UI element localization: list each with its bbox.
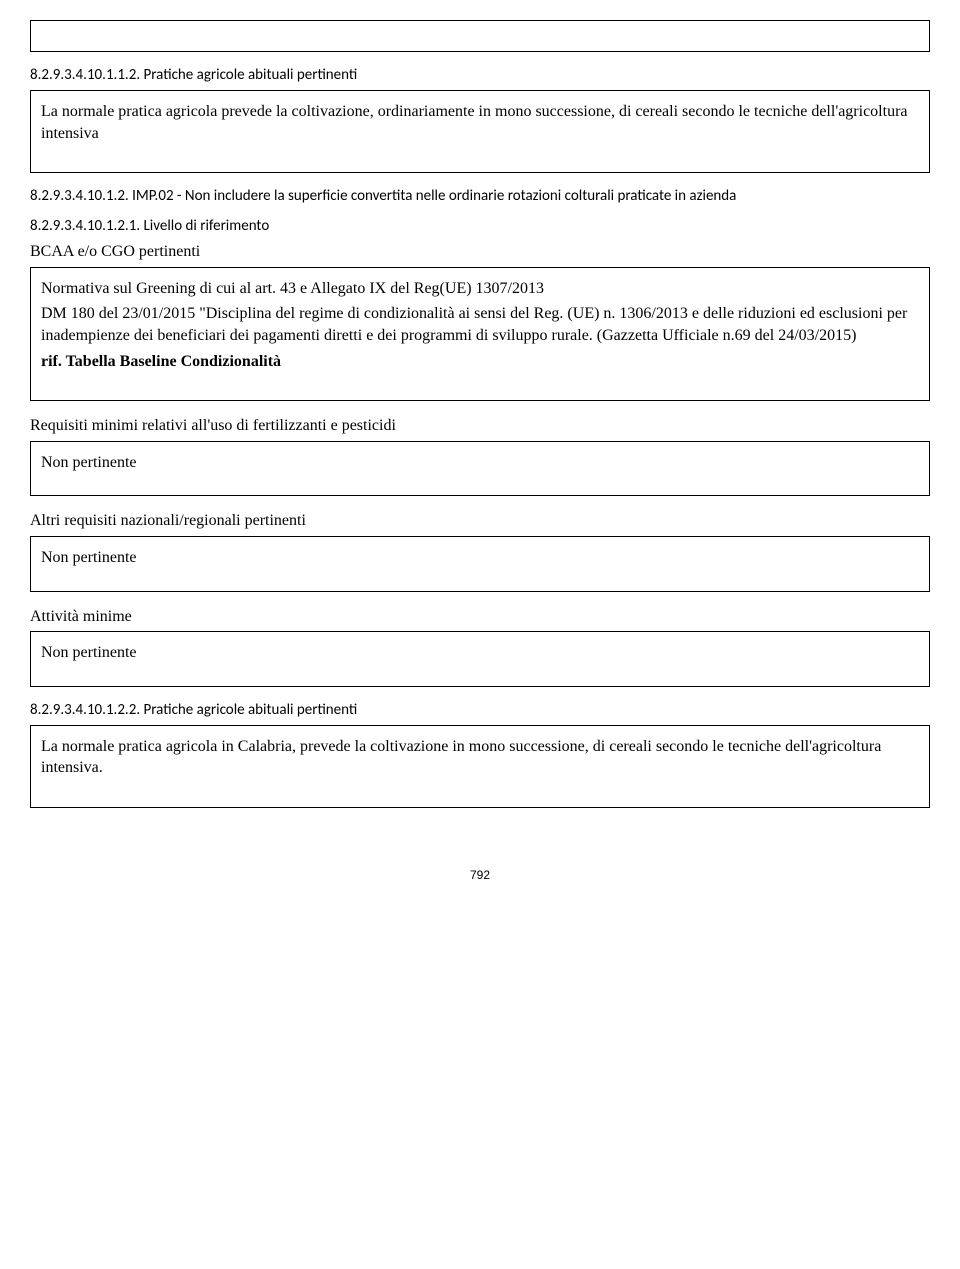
section-5-box: Non pertinente — [30, 631, 930, 687]
section-1-heading: 8.2.9.3.4.10.1.1.2. Pratiche agricole ab… — [30, 66, 930, 84]
section-1-box: La normale pratica agricola prevede la c… — [30, 90, 930, 173]
section-2-body1: Normativa sul Greening di cui al art. 43… — [41, 278, 919, 300]
section-2-body3: rif. Tabella Baseline Condizionalità — [41, 351, 919, 373]
section-3-box: Non pertinente — [30, 441, 930, 497]
section-5-body: Non pertinente — [41, 642, 919, 664]
section-3-body: Non pertinente — [41, 452, 919, 474]
section-6-box: La normale pratica agricola in Calabria,… — [30, 725, 930, 808]
page-number: 792 — [30, 868, 930, 882]
section-2-heading: 8.2.9.3.4.10.1.2. IMP.02 - Non includere… — [30, 187, 930, 205]
empty-box-top — [30, 20, 930, 52]
section-5-line1: Attività minime — [30, 606, 930, 628]
section-4-box: Non pertinente — [30, 536, 930, 592]
section-1-body: La normale pratica agricola prevede la c… — [41, 101, 919, 144]
section-2-subheading: 8.2.9.3.4.10.1.2.1. Livello di riferimen… — [30, 217, 930, 235]
section-2-body2: DM 180 del 23/01/2015 "Disciplina del re… — [41, 303, 919, 346]
section-2-box: Normativa sul Greening di cui al art. 43… — [30, 267, 930, 401]
section-3-line1: Requisiti minimi relativi all'uso di fer… — [30, 415, 930, 437]
section-6-heading: 8.2.9.3.4.10.1.2.2. Pratiche agricole ab… — [30, 701, 930, 719]
section-4-body: Non pertinente — [41, 547, 919, 569]
section-2-line1: BCAA e/o CGO pertinenti — [30, 241, 930, 263]
section-6-body: La normale pratica agricola in Calabria,… — [41, 736, 919, 779]
section-4-line1: Altri requisiti nazionali/regionali pert… — [30, 510, 930, 532]
